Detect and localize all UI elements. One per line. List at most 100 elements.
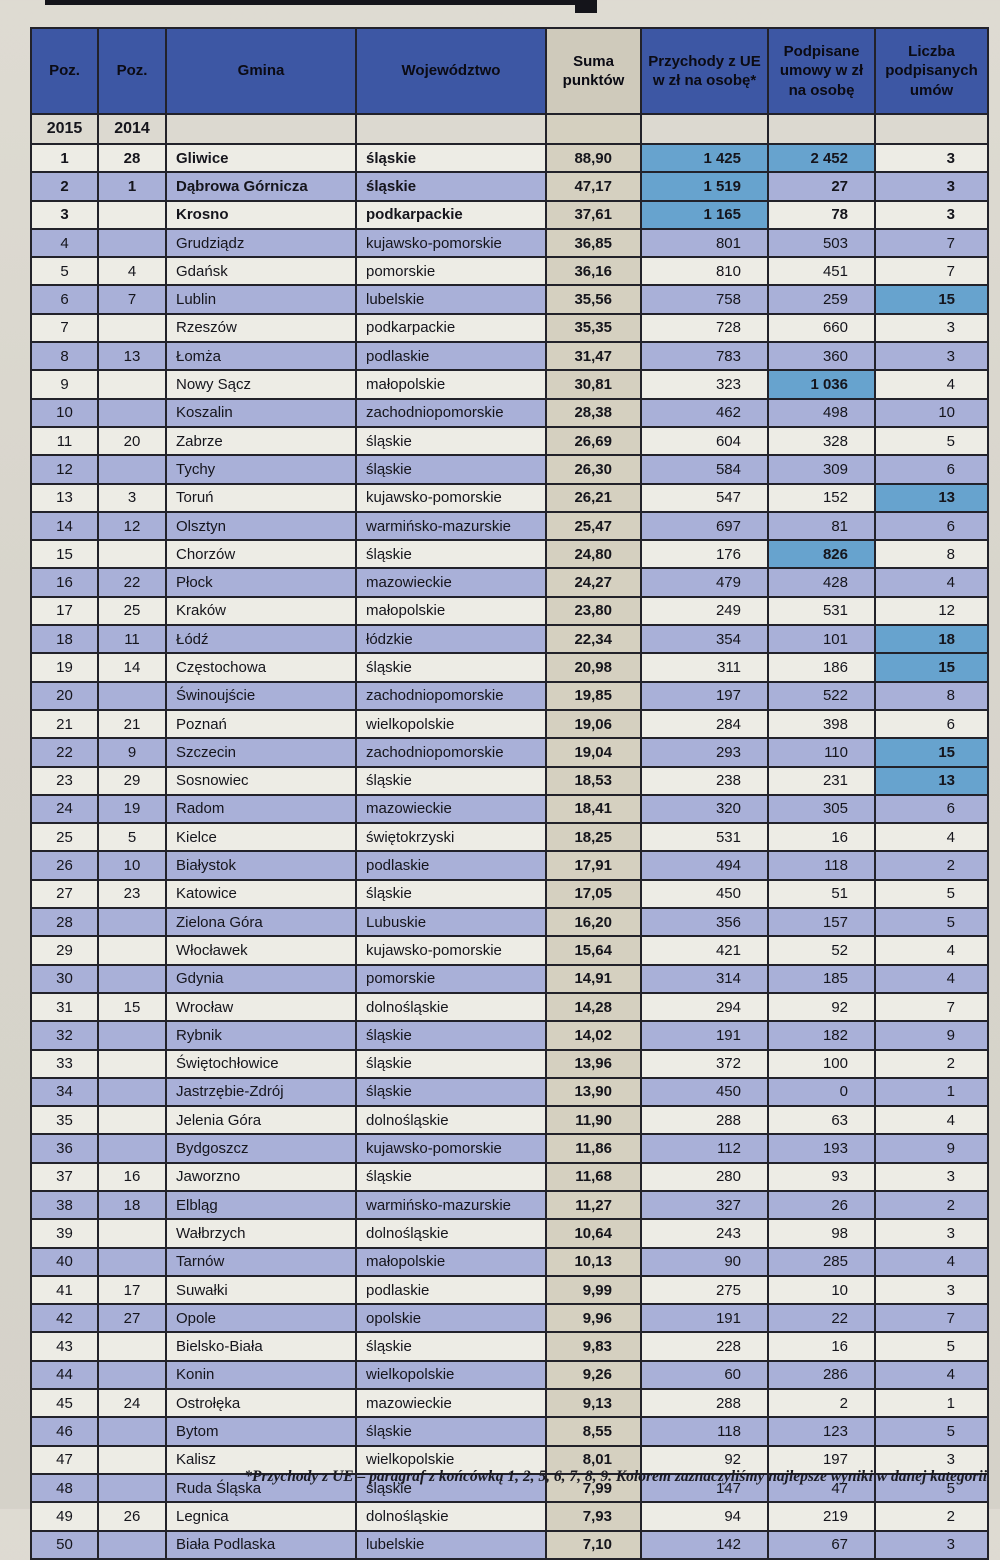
przychody-ue-cell: 604: [640, 425, 769, 457]
table-row: 32 Rybnik śląskie 14,02 191 182 9: [30, 1020, 989, 1051]
gmina-cell: Białystok: [165, 850, 357, 881]
wojewodztwo-cell: śląskie: [355, 1048, 547, 1079]
table-row: 18 11 Łódź łódzkie 22,34 354 101 18: [30, 624, 989, 655]
liczba-umow-cell: 7: [874, 991, 989, 1023]
przychody-ue-cell: 118: [640, 1416, 769, 1447]
liczba-umow-cell: 2: [874, 1189, 989, 1221]
gmina-cell: Kraków: [165, 595, 357, 627]
pos-2014-cell: 23: [97, 878, 167, 910]
header-liczba-umow: Liczba podpisanych umów: [874, 27, 989, 115]
gmina-cell: Kielce: [165, 822, 357, 853]
liczba-umow-cell: 12: [874, 595, 989, 627]
przychody-ue-cell: 320: [640, 793, 769, 825]
podpisane-umowy-cell: 498: [767, 397, 876, 428]
przychody-ue-cell: 238: [640, 765, 769, 796]
podpisane-umowy-cell: 93: [767, 1161, 876, 1192]
gmina-cell: Włocławek: [165, 935, 357, 966]
przychody-ue-cell: 728: [640, 312, 769, 344]
podpisane-umowy-cell: 197: [767, 1444, 876, 1475]
table-row: 11 20 Zabrze śląskie 26,69 604 328 5: [30, 425, 989, 457]
suma-punktow-cell: 22,34: [545, 624, 642, 655]
podpisane-umowy-cell: 193: [767, 1133, 876, 1164]
podpisane-umowy-cell: 522: [767, 680, 876, 711]
wojewodztwo-cell: łódzkie: [355, 624, 547, 655]
przychody-ue-cell: 142: [640, 1529, 769, 1560]
pos-2014-cell: 16: [97, 1161, 167, 1192]
wojewodztwo-cell: mazowieckie: [355, 793, 547, 825]
pos-2014-cell: 13: [97, 341, 167, 372]
podpisane-umowy-cell: 428: [767, 567, 876, 598]
przychody-ue-cell: 372: [640, 1048, 769, 1079]
wojewodztwo-cell: śląskie: [355, 765, 547, 796]
table-row: 47 Kalisz wielkopolskie 8,01 92 197 3: [30, 1444, 989, 1475]
suma-punktow-cell: 20,98: [545, 652, 642, 683]
suma-punktow-cell: 31,47: [545, 341, 642, 372]
podpisane-umowy-cell: 101: [767, 624, 876, 655]
podpisane-umowy-cell: 451: [767, 256, 876, 287]
suma-punktow-cell: 35,35: [545, 312, 642, 344]
gmina-cell: Gdynia: [165, 963, 357, 994]
suma-punktow-cell: 18,25: [545, 822, 642, 853]
pos-2014-cell: 19: [97, 793, 167, 825]
przychody-ue-cell: 228: [640, 1331, 769, 1362]
przychody-ue-cell: 94: [640, 1501, 769, 1532]
pos-2015-cell: 50: [30, 1529, 99, 1560]
table-row: 39 Wałbrzych dolnośląskie 10,64 243 98 3: [30, 1218, 989, 1249]
suma-punktow-cell: 47,17: [545, 171, 642, 202]
liczba-umow-cell: 13: [874, 765, 989, 796]
pos-2014-cell: 21: [97, 708, 167, 740]
gmina-cell: Zabrze: [165, 425, 357, 457]
pos-2015-cell: 5: [30, 256, 99, 287]
przychody-ue-cell: 275: [640, 1274, 769, 1306]
suma-punktow-cell: 19,06: [545, 708, 642, 740]
gmina-cell: Zielona Góra: [165, 907, 357, 938]
pos-2014-cell: 4: [97, 256, 167, 287]
podpisane-umowy-cell: 305: [767, 793, 876, 825]
wojewodztwo-cell: małopolskie: [355, 369, 547, 400]
podpisane-umowy-cell: 259: [767, 284, 876, 315]
gmina-cell: Świnoujście: [165, 680, 357, 711]
liczba-umow-cell: 4: [874, 567, 989, 598]
przychody-ue-cell: 810: [640, 256, 769, 287]
pos-2015-cell: 14: [30, 510, 99, 542]
liczba-umow-cell: 4: [874, 935, 989, 966]
wojewodztwo-cell: śląskie: [355, 1161, 547, 1192]
podpisane-umowy-cell: 52: [767, 935, 876, 966]
podpisane-umowy-cell: 47: [767, 1472, 876, 1504]
pos-2014-cell: [97, 935, 167, 966]
podpisane-umowy-cell: 360: [767, 341, 876, 372]
table-row: 35 Jelenia Góra dolnośląskie 11,90 288 63 4: [30, 1105, 989, 1136]
suma-punktow-cell: 14,91: [545, 963, 642, 994]
pos-2015-cell: 36: [30, 1133, 99, 1164]
wojewodztwo-cell: zachodniopomorskie: [355, 680, 547, 711]
przychody-ue-cell: 197: [640, 680, 769, 711]
liczba-umow-cell: 4: [874, 822, 989, 853]
pos-2014-cell: [97, 1076, 167, 1108]
table-row: 7 Rzeszów podkarpackie 35,35 728 660 3: [30, 312, 989, 344]
wojewodztwo-cell: podlaskie: [355, 850, 547, 881]
pos-2015-cell: 17: [30, 595, 99, 627]
przychody-ue-cell: 243: [640, 1218, 769, 1249]
header-poz-2014: Poz.: [97, 27, 167, 115]
gmina-cell: Suwałki: [165, 1274, 357, 1306]
przychody-ue-cell: 531: [640, 822, 769, 853]
pos-2014-cell: [97, 1416, 167, 1447]
table-row: 26 10 Białystok podlaskie 17,91 494 118 2: [30, 850, 989, 881]
table-row: 13 3 Toruń kujawsko-pomorskie 26,21 547 152 13: [30, 482, 989, 513]
subheader-year-2015: 2015: [30, 113, 99, 145]
header-row: Poz. Poz. Gmina Województwo Suma punktów…: [30, 27, 989, 115]
suma-punktow-cell: 9,99: [545, 1274, 642, 1306]
pos-2014-cell: 24: [97, 1388, 167, 1419]
podpisane-umowy-cell: 2: [767, 1388, 876, 1419]
pos-2014-cell: 10: [97, 850, 167, 881]
suma-punktow-cell: 11,90: [545, 1105, 642, 1136]
suma-punktow-cell: 8,55: [545, 1416, 642, 1447]
przychody-ue-cell: 288: [640, 1388, 769, 1419]
table-row: 44 Konin wielkopolskie 9,26 60 286 4: [30, 1359, 989, 1391]
suma-punktow-cell: 26,30: [545, 454, 642, 485]
suma-punktow-cell: 19,85: [545, 680, 642, 711]
table-row: 38 18 Elbląg warmińsko-mazurskie 11,27 327 26 2: [30, 1189, 989, 1221]
pos-2014-cell: [97, 1133, 167, 1164]
gmina-cell: Opole: [165, 1303, 357, 1334]
wojewodztwo-cell: mazowieckie: [355, 1388, 547, 1419]
